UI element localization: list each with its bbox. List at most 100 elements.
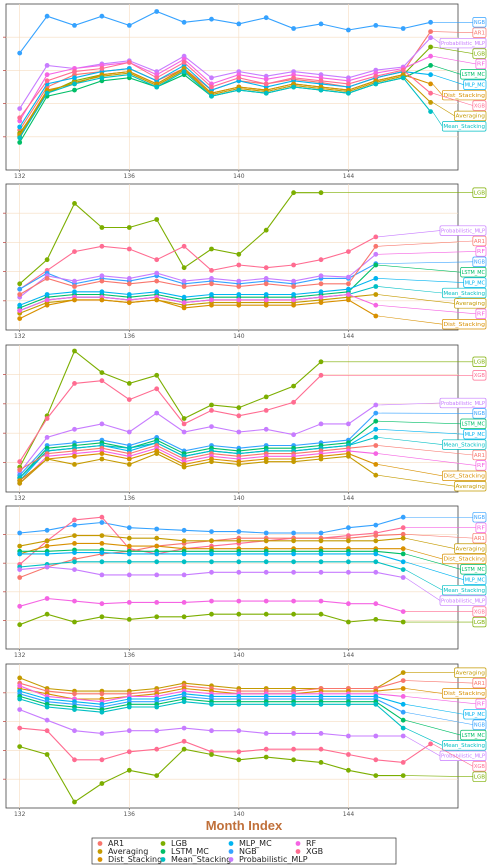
data-point-LGB	[154, 614, 160, 620]
series-tag-box	[463, 79, 487, 90]
data-point-AR1	[291, 284, 296, 289]
legend-label: Dist_Stacking	[108, 855, 162, 864]
series-tag-label: Probabilistic_MLP	[441, 41, 485, 47]
legend-box	[91, 837, 397, 865]
series-line-AR1	[19, 245, 377, 295]
data-point-Dist_Stacking	[154, 543, 160, 549]
data-point-RF	[373, 601, 379, 607]
data-point-MLP_MC	[209, 292, 214, 297]
data-point-MLP_MC	[181, 551, 187, 557]
data-point-NGB	[318, 530, 324, 536]
data-point-LGB	[17, 744, 23, 749]
data-point-AR1	[400, 531, 406, 537]
series-tag-box	[472, 449, 487, 461]
label-leader	[432, 74, 464, 86]
label-leader	[432, 65, 461, 75]
data-point-NGB	[263, 530, 269, 536]
label-leader	[405, 577, 441, 601]
data-point-MLP_MC	[400, 559, 406, 565]
data-point-XGB	[126, 246, 132, 252]
series-tag-box	[454, 667, 487, 678]
chart-panel-4: 132 136 140 144 NGB RF AR1 Averaging Dist_Stacki…	[3, 505, 487, 659]
data-point-LSTM_MC	[400, 717, 406, 723]
series-tag-box	[472, 356, 487, 367]
data-point-Probabilistic_MLP	[291, 278, 296, 284]
data-point-LGB	[318, 760, 324, 765]
data-point-NGB	[154, 9, 160, 14]
series-tag-box	[475, 698, 487, 709]
data-point-Mean_Stacking	[346, 701, 351, 707]
x-tick-label: 136	[124, 652, 136, 659]
data-point-Mean_Stacking	[318, 701, 324, 707]
series-line-Probabilistic_MLP	[19, 404, 377, 473]
data-point-Mean_Stacking	[291, 84, 296, 90]
series-tag-label: RF	[477, 312, 485, 318]
data-point-MLP_MC	[400, 701, 406, 707]
data-point-Dist_Stacking	[236, 302, 242, 308]
data-point-Mean_Stacking	[17, 696, 23, 702]
x-tick-label: 132	[14, 333, 26, 340]
label-leader	[405, 727, 443, 746]
series-line-Probabilistic_MLP	[19, 37, 432, 109]
data-point-Mean_Stacking	[373, 559, 379, 565]
data-point-Dist_Stacking	[126, 300, 132, 305]
data-point-MLP_MC	[236, 551, 242, 557]
data-point-Averaging	[263, 459, 269, 465]
data-point-Mean_Stacking	[373, 701, 379, 707]
series-line-XGB	[19, 727, 431, 763]
data-point-Probabilistic_MLP	[318, 273, 324, 279]
series-tag-box	[472, 616, 487, 628]
data-point-Mean_Stacking	[263, 90, 269, 96]
data-point-Dist_Stacking	[373, 462, 379, 467]
data-point-MLP_MC	[72, 550, 77, 555]
data-point-Probabilistic_MLP	[209, 569, 214, 575]
data-point-Mean_Stacking	[236, 87, 242, 93]
data-point-MLP_MC	[154, 289, 160, 295]
data-point-Averaging	[17, 675, 23, 681]
data-point-LGB	[263, 227, 269, 233]
data-point-NGB	[99, 520, 105, 525]
series-tag-box	[472, 48, 487, 59]
legend-label: MLP_MC	[239, 839, 272, 848]
data-point-Mean_Stacking	[373, 81, 379, 87]
data-point-LGB	[126, 617, 132, 622]
data-point-Dist_Stacking	[181, 305, 187, 311]
data-point-Probabilistic_MLP	[346, 733, 351, 739]
label-leader	[405, 548, 443, 560]
data-point-RF	[17, 308, 23, 313]
data-point-Mean_Stacking	[291, 701, 296, 707]
data-point-RF	[263, 297, 269, 303]
data-point-AR1	[17, 292, 23, 297]
data-point-LGB	[44, 611, 50, 617]
data-point-LGB	[72, 799, 77, 805]
series-tag-label: Probabilistic_MLP	[441, 598, 485, 604]
label-leader	[432, 83, 443, 96]
series-group	[17, 9, 433, 145]
series-tag-box	[472, 408, 487, 419]
data-point-Dist_Stacking	[72, 541, 77, 546]
x-tick-label: 144	[343, 333, 355, 340]
data-point-NGB	[72, 522, 77, 528]
data-point-NGB	[126, 525, 132, 531]
data-point-Probabilistic_MLP	[263, 731, 269, 736]
data-point-LGB	[99, 370, 105, 375]
label-leader	[377, 294, 455, 304]
series-line-Mean_Stacking	[19, 436, 376, 479]
data-point-Probabilistic_MLP	[126, 728, 132, 734]
data-point-XGB	[346, 752, 351, 757]
label-leader	[377, 402, 441, 406]
series-tag-label: AR1	[474, 681, 485, 687]
x-tick-label: 144	[343, 495, 355, 502]
data-point-LGB	[209, 402, 214, 408]
data-point-Mean_Stacking	[263, 701, 269, 707]
data-point-AR1	[346, 281, 351, 287]
label-leader	[432, 743, 473, 767]
data-point-RF	[99, 601, 105, 607]
series-tag-box	[475, 58, 487, 70]
data-point-RF	[263, 598, 269, 604]
data-point-XGB	[17, 459, 23, 465]
data-point-Probabilistic_MLP	[99, 572, 105, 578]
data-point-AR1	[99, 278, 105, 284]
data-point-Probabilistic_MLP	[154, 270, 160, 276]
series-line-LSTM_MC	[19, 420, 377, 479]
